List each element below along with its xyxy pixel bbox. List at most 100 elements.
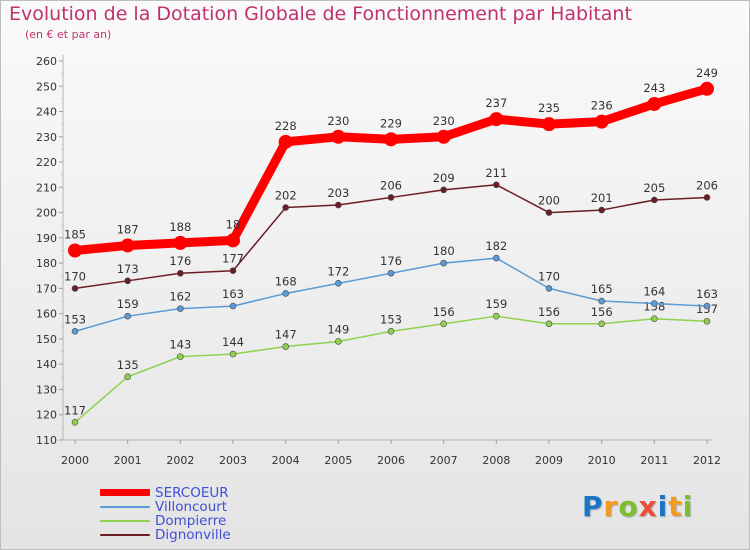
y-tick-label: 150	[36, 333, 57, 346]
legend-item-villoncourt: Villoncourt	[100, 499, 300, 515]
data-point-dompierre	[651, 315, 658, 323]
legend-label-dompierre: Dompierre	[155, 513, 227, 529]
data-point-dignonville	[335, 201, 342, 209]
y-tick-label: 240	[36, 106, 57, 119]
data-point-dompierre	[545, 320, 553, 328]
data-label-dompierre: 117	[64, 403, 86, 417]
data-point-sercoeur	[278, 134, 293, 149]
data-label-villoncourt: 165	[591, 282, 613, 296]
y-tick-label: 180	[36, 257, 57, 270]
data-label-dignonville: 177	[222, 252, 244, 266]
data-point-dompierre	[387, 328, 395, 335]
y-tick-label: 110	[36, 434, 57, 447]
data-label-dompierre: 153	[380, 312, 402, 326]
y-tick-label: 210	[36, 181, 57, 194]
x-tick-label: 2011	[640, 454, 668, 467]
data-point-sercoeur	[120, 238, 135, 253]
data-label-sercoeur: 236	[591, 99, 613, 113]
data-point-dompierre	[440, 320, 447, 328]
data-point-dompierre	[493, 312, 500, 320]
x-tick-label: 2010	[588, 454, 616, 467]
data-point-dignonville	[71, 285, 79, 292]
data-point-sercoeur	[68, 243, 82, 258]
data-point-dignonville	[440, 186, 447, 194]
data-label-villoncourt: 153	[64, 312, 86, 326]
data-point-sercoeur	[436, 129, 451, 144]
data-point-villoncourt	[387, 269, 395, 277]
chart-title: Evolution de la Dotation Globale de Fonc…	[9, 3, 632, 25]
data-point-dignonville	[177, 269, 184, 277]
data-label-sercoeur: 230	[327, 114, 349, 128]
y-tick-label: 260	[36, 55, 57, 68]
data-label-dignonville: 209	[433, 171, 455, 185]
x-tick-label: 2004	[272, 454, 300, 467]
data-label-sercoeur: 188	[169, 220, 191, 234]
y-tick-label: 220	[36, 156, 57, 169]
data-label-dompierre: 147	[275, 328, 297, 342]
data-label-villoncourt: 168	[275, 274, 297, 288]
data-label-sercoeur: 187	[117, 222, 139, 236]
data-point-dompierre	[177, 353, 184, 360]
data-point-villoncourt	[440, 259, 447, 267]
data-point-villoncourt	[493, 254, 500, 262]
data-point-dompierre	[71, 419, 79, 426]
data-label-dignonville: 201	[591, 191, 613, 205]
y-tick-label: 230	[36, 131, 57, 144]
data-point-sercoeur	[331, 129, 346, 144]
y-tick-label: 170	[36, 282, 57, 295]
legend-swatch-dompierre	[100, 520, 150, 522]
data-label-dompierre: 156	[591, 305, 613, 319]
legend-item-dompierre: Dompierre	[100, 513, 300, 529]
data-label-dompierre: 149	[327, 322, 349, 336]
data-label-dignonville: 203	[327, 186, 349, 200]
x-tick-label: 2005	[324, 454, 352, 467]
data-point-dompierre	[335, 338, 342, 345]
data-label-villoncourt: 159	[117, 297, 139, 311]
data-point-dompierre	[229, 350, 237, 358]
x-tick-label: 2003	[219, 454, 247, 467]
data-point-dignonville	[651, 196, 658, 204]
y-tick-label: 130	[36, 383, 57, 396]
data-label-sercoeur: 235	[538, 101, 560, 115]
data-point-villoncourt	[177, 305, 184, 312]
data-point-villoncourt	[124, 312, 131, 320]
data-point-sercoeur	[647, 96, 662, 111]
y-tick-label: 160	[36, 308, 57, 321]
legend-label-villoncourt: Villoncourt	[155, 499, 228, 515]
data-point-villoncourt	[282, 290, 289, 297]
data-label-sercoeur: 18	[226, 217, 241, 231]
data-point-dompierre	[282, 343, 289, 350]
data-label-dompierre: 156	[538, 305, 560, 319]
data-label-sercoeur: 228	[275, 119, 297, 133]
data-label-dompierre: 159	[485, 297, 507, 311]
data-label-sercoeur: 230	[433, 114, 455, 128]
data-label-dignonville: 205	[643, 181, 665, 195]
x-tick-label: 2007	[430, 454, 458, 467]
legend-swatch-villoncourt	[100, 506, 150, 508]
x-tick-label: 2002	[166, 454, 194, 467]
data-point-dignonville	[703, 194, 711, 201]
data-label-villoncourt: 170	[538, 269, 560, 283]
data-point-sercoeur	[384, 132, 398, 147]
data-label-villoncourt: 176	[380, 254, 402, 268]
data-label-dignonville: 176	[169, 254, 191, 268]
x-tick-label: 2012	[693, 454, 721, 467]
data-point-villoncourt	[651, 300, 658, 307]
legend-swatch-dignonville	[100, 534, 150, 536]
legend: SERCOEUR Villoncourt Dompierre Dignonvil…	[100, 485, 300, 543]
data-point-villoncourt	[598, 297, 605, 305]
data-point-sercoeur	[542, 117, 556, 132]
data-point-dompierre	[598, 320, 605, 328]
data-label-dignonville: 206	[696, 178, 718, 192]
data-point-sercoeur	[594, 114, 609, 129]
data-label-villoncourt: 164	[643, 285, 665, 299]
data-label-dompierre: 143	[169, 338, 191, 352]
data-label-dompierre: 156	[433, 305, 455, 319]
x-tick-label: 2006	[377, 454, 405, 467]
data-label-villoncourt: 182	[485, 239, 507, 253]
data-point-villoncourt	[71, 328, 79, 335]
x-tick-label: 2001	[114, 454, 142, 467]
data-point-villoncourt	[335, 280, 342, 287]
